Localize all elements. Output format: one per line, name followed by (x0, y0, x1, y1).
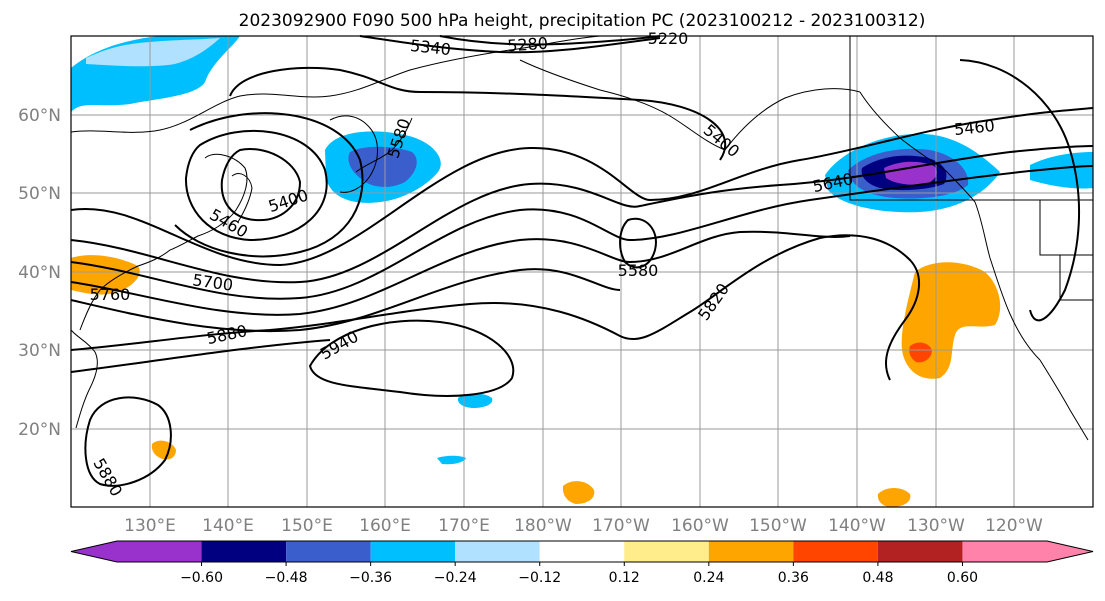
contour-label: 5760 (90, 285, 131, 304)
longitude-labels: 130°E 140°E 150°E 160°E 170°E 180°W 170°… (124, 516, 1043, 536)
lat-label: 30°N (18, 341, 61, 361)
latitude-labels: 60°N 50°N 40°N 30°N 20°N (18, 106, 61, 440)
height-contours (70, 35, 1094, 487)
lon-label: 150°W (749, 516, 807, 536)
contour-5700 (70, 230, 851, 316)
contour-5940 (308, 319, 515, 397)
colorbar-swatch (877, 541, 963, 562)
precip-purple-gulf-alaska (884, 161, 937, 185)
colorbar-tick-label: −0.12 (518, 570, 561, 586)
colorbar-tick-label: 0.24 (693, 570, 724, 586)
colorbar-tick-label: −0.24 (434, 570, 477, 586)
precip-blue-south-a (457, 393, 493, 408)
contour-labels: 5340 5280 5220 5400 5460 5580 5700 5760 … (89, 29, 995, 500)
contour-5580 (70, 145, 1094, 284)
contour-5340 (359, 35, 661, 54)
lon-label: 150°E (281, 516, 333, 536)
colorbar-tick-label: 0.48 (862, 570, 893, 586)
contour-5280 (439, 35, 661, 46)
lon-label: 140°W (828, 516, 886, 536)
lon-label: 120°W (985, 516, 1043, 536)
precip-mid-kamchatka (348, 146, 417, 187)
precip-orange-south-c (877, 488, 911, 507)
lon-label: 170°E (438, 516, 490, 536)
colorbar-tick-label: −0.48 (265, 570, 308, 586)
lat-label: 40°N (18, 263, 61, 283)
lon-label: 160°E (359, 516, 411, 536)
precip-red-california (909, 342, 932, 363)
colorbar-swatch (286, 541, 371, 562)
precip-lightblue-northwest (86, 38, 220, 67)
precip-blue-south-b (437, 455, 466, 465)
precip-orange-south-b (562, 481, 595, 504)
contour-label: 5580 (618, 261, 659, 280)
lon-label: 140°E (202, 516, 254, 536)
colorbar-tick-label: 0.12 (609, 570, 640, 586)
contour-label: 5280 (507, 34, 549, 56)
map-panel: 5340 5280 5220 5400 5460 5580 5700 5760 … (70, 29, 1094, 508)
map-frame (70, 35, 1094, 508)
lon-label: 160°W (671, 516, 729, 536)
contour-label: 5340 (409, 36, 451, 59)
contour-label: 5220 (648, 29, 689, 48)
map-title: 2023092900 F090 500 hPa height, precipit… (239, 11, 926, 31)
colorbar-swatch (539, 541, 625, 562)
contour-5520 (70, 107, 1094, 267)
colorbar: −0.60 −0.48 −0.36 −0.24 −0.12 0.12 0.24 0.36 0.4… (70, 540, 1094, 586)
colorbar-tick-label: 0.60 (947, 570, 978, 586)
contour-label: 5460 (953, 116, 995, 139)
contour-5880 (70, 339, 331, 373)
colorbar-swatch (455, 541, 540, 562)
colorbar-swatch (117, 541, 202, 562)
colorbar-tick-label: −0.36 (349, 570, 392, 586)
lat-label: 20°N (18, 420, 61, 440)
colorbar-swatch (708, 541, 794, 562)
colorbar-outline (70, 540, 1094, 563)
colorbar-swatch (962, 541, 1047, 562)
colorbar-swatch (1047, 541, 1093, 562)
colorbar-swatch (370, 541, 456, 562)
lat-label: 50°N (18, 184, 61, 204)
contour-5460 (174, 112, 364, 258)
lon-label: 130°W (907, 516, 965, 536)
contour-low-center (220, 148, 302, 222)
colorbar-swatch (793, 541, 878, 562)
colorbar-swatch (624, 541, 709, 562)
colorbar-swatch (71, 541, 117, 562)
lat-label: 60°N (18, 106, 61, 126)
lon-label: 180°W (514, 516, 572, 536)
lon-label: 130°E (124, 516, 176, 536)
colorbar-tick-label: 0.36 (778, 570, 809, 586)
contour-north-arc (229, 66, 727, 161)
contour-east-low (959, 59, 1081, 322)
contour-5760 (70, 268, 621, 333)
colorbar-swatch (201, 541, 287, 562)
contour-5640 (70, 165, 1094, 300)
lon-label: 170°W (592, 516, 650, 536)
contour-tropical-loop (84, 396, 172, 487)
colorbar-tick-label: −0.60 (180, 570, 223, 586)
contour-5820 (70, 234, 921, 381)
contour-5400 (184, 129, 328, 242)
contour-5580-loop (619, 217, 657, 269)
